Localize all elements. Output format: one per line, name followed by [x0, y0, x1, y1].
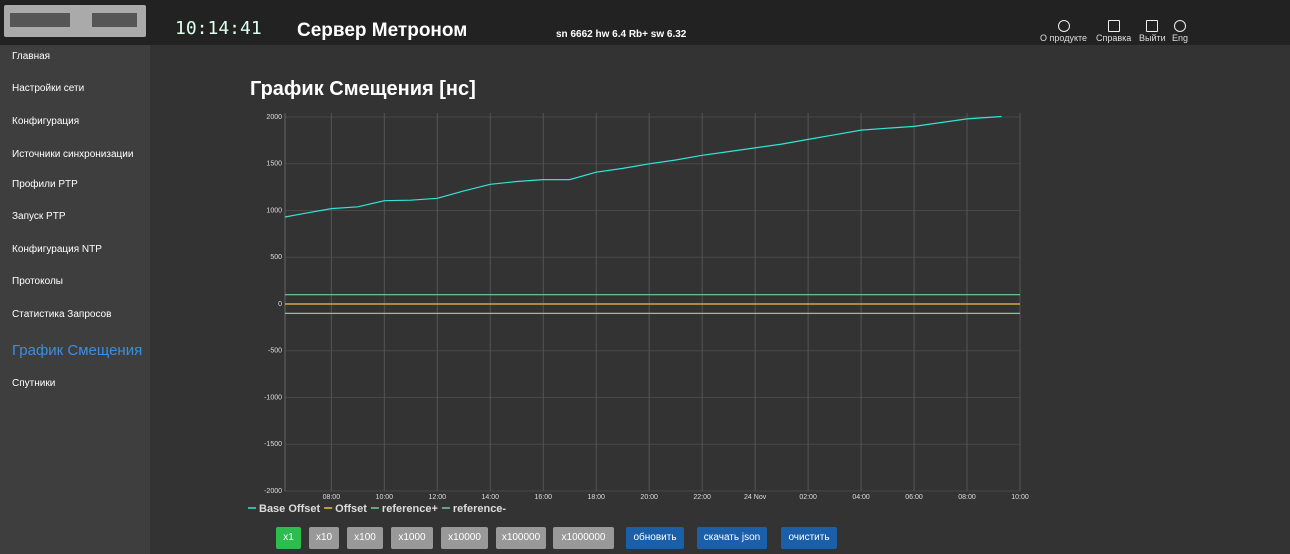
zoom-button[interactable]: x100 [347, 527, 383, 549]
nav-item[interactable]: Главная [12, 51, 50, 62]
chart: 2000 1500 1000 500 0 -500 -1000 -1500 -2000 08:00… [150, 45, 1290, 523]
nav-item[interactable]: Статистика Запросов [12, 309, 111, 320]
x-tick-label: 18:00 [587, 494, 605, 501]
y-tick-label: 1000 [266, 207, 282, 214]
x-tick-label: 10:00 [376, 494, 394, 501]
legend-label: Base Offset [259, 503, 320, 515]
x-tick-label: 10:00 [1011, 494, 1029, 501]
nav-item[interactable]: Источники синхронизации [12, 149, 133, 160]
menu-logout[interactable]: Выйти [1139, 20, 1166, 43]
menu-about[interactable]: О продукте [1040, 20, 1087, 43]
y-tick-label: -1500 [264, 441, 282, 448]
x-tick-label: 24 Nov [744, 494, 767, 501]
y-tick-label: -500 [268, 348, 282, 355]
zoom-button[interactable]: x1 [276, 527, 301, 549]
menu-label: Справка [1096, 33, 1131, 43]
x-tick-label: 08:00 [958, 494, 976, 501]
server-title: Сервер Метроном [297, 20, 467, 42]
serial-info: sn 6662 hw 6.4 Rb+ sw 6.32 [556, 29, 686, 40]
nav-item[interactable]: Настройки сети [12, 83, 84, 94]
nav-item[interactable]: Конфигурация [12, 116, 79, 127]
y-tick-label: 2000 [266, 114, 282, 121]
x-tick-label: 02:00 [799, 494, 817, 501]
x-tick-label: 06:00 [905, 494, 923, 501]
nav-item[interactable]: Запуск PTP [12, 211, 66, 222]
x-tick-label: 22:00 [693, 494, 711, 501]
nav-item[interactable]: Спутники [12, 378, 55, 389]
legend-label: reference+ [382, 503, 438, 515]
nav-item[interactable]: Конфигурация NTP [12, 244, 102, 255]
top-bar: 10:14:41 Сервер Метроном sn 6662 hw 6.4 … [0, 0, 1290, 45]
zoom-button[interactable]: x1000 [391, 527, 433, 549]
nav-item[interactable]: Протоколы [12, 276, 63, 287]
legend-label: Offset [335, 503, 367, 515]
y-tick-label: -1000 [264, 394, 282, 401]
x-tick-label: 16:00 [534, 494, 552, 501]
logo [4, 5, 146, 37]
menu-label: О продукте [1040, 33, 1087, 43]
y-tick-label: 0 [278, 301, 282, 308]
y-tick-label: 1500 [266, 161, 282, 168]
menu-help[interactable]: Справка [1096, 20, 1131, 43]
refresh-button[interactable]: обновить [626, 527, 684, 549]
zoom-button[interactable]: x1000000 [553, 527, 614, 549]
zoom-button[interactable]: x100000 [496, 527, 546, 549]
y-tick-label: 500 [270, 254, 282, 261]
x-tick-label: 08:00 [323, 494, 341, 501]
menu-label: Eng [1172, 33, 1188, 43]
x-tick-label: 20:00 [640, 494, 658, 501]
sidebar: Главная Настройки сети Конфигурация Исто… [0, 45, 150, 554]
nav-item-active[interactable]: График Смещения [12, 342, 142, 359]
legend-label: reference- [453, 503, 507, 515]
nav-item[interactable]: Профили PTP [12, 179, 78, 190]
menu-language[interactable]: Eng [1172, 20, 1188, 43]
clear-button[interactable]: очистить [781, 527, 837, 549]
download-button[interactable]: скачать json [697, 527, 767, 549]
page: 10:14:41 Сервер Метроном sn 6662 hw 6.4 … [0, 0, 1290, 554]
x-tick-label: 14:00 [482, 494, 500, 501]
clock: 10:14:41 [175, 18, 262, 39]
x-tick-label: 12:00 [429, 494, 447, 501]
zoom-button[interactable]: x10 [309, 527, 339, 549]
zoom-button[interactable]: x10000 [441, 527, 488, 549]
x-tick-label: 04:00 [852, 494, 870, 501]
menu-label: Выйти [1139, 33, 1166, 43]
series-line [285, 117, 1002, 218]
y-tick-label: -2000 [264, 488, 282, 495]
